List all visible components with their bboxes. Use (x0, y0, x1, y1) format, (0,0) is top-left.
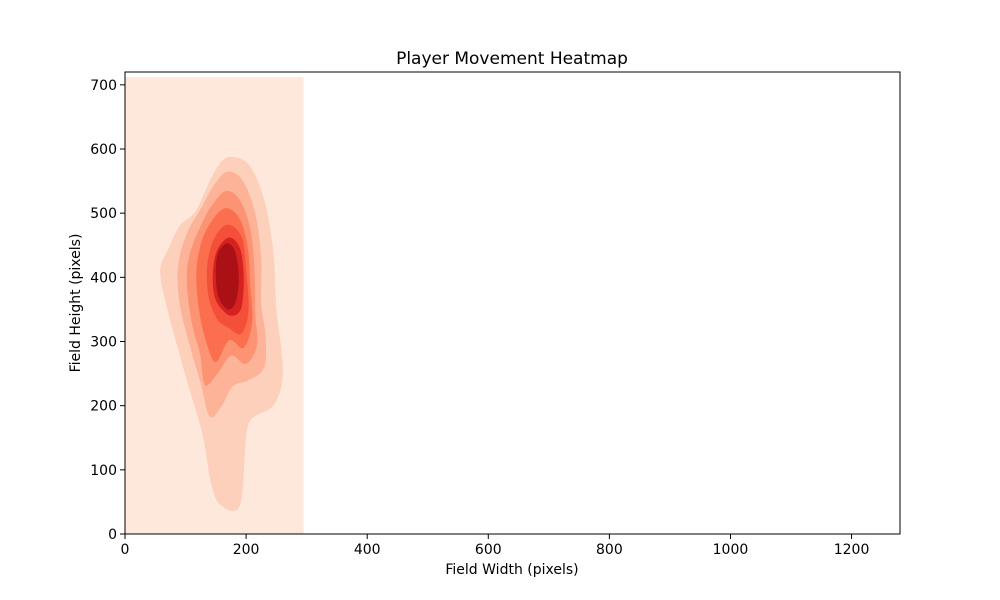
y-tick-label: 200 (90, 399, 117, 415)
x-tick-label: 800 (596, 542, 623, 558)
x-axis-ticks: 0 200 400 600 800 1000 1200 (121, 534, 870, 558)
x-tick-label: 1000 (713, 542, 749, 558)
contour-level-7 (215, 243, 239, 310)
x-tick-label: 1200 (834, 542, 870, 558)
y-tick-label: 600 (90, 142, 117, 158)
chart-title: Player Movement Heatmap (396, 49, 628, 69)
x-tick-label: 600 (475, 542, 502, 558)
x-axis-title: Field Width (pixels) (445, 562, 578, 578)
y-tick-label: 700 (90, 78, 117, 94)
plot-frame (124, 71, 901, 535)
x-tick-label: 0 (121, 542, 130, 558)
x-tick-label: 400 (354, 542, 381, 558)
y-tick-label: 400 (90, 270, 117, 286)
y-axis-title: Field Height (pixels) (68, 234, 84, 373)
contour-layer (125, 77, 304, 534)
y-tick-label: 500 (90, 206, 117, 222)
y-axis-ticks: 0 100 200 300 400 500 600 700 (90, 78, 125, 543)
y-tick-label: 100 (90, 463, 117, 479)
y-tick-label: 0 (108, 527, 117, 543)
y-tick-label: 300 (90, 335, 117, 351)
x-tick-label: 200 (233, 542, 260, 558)
